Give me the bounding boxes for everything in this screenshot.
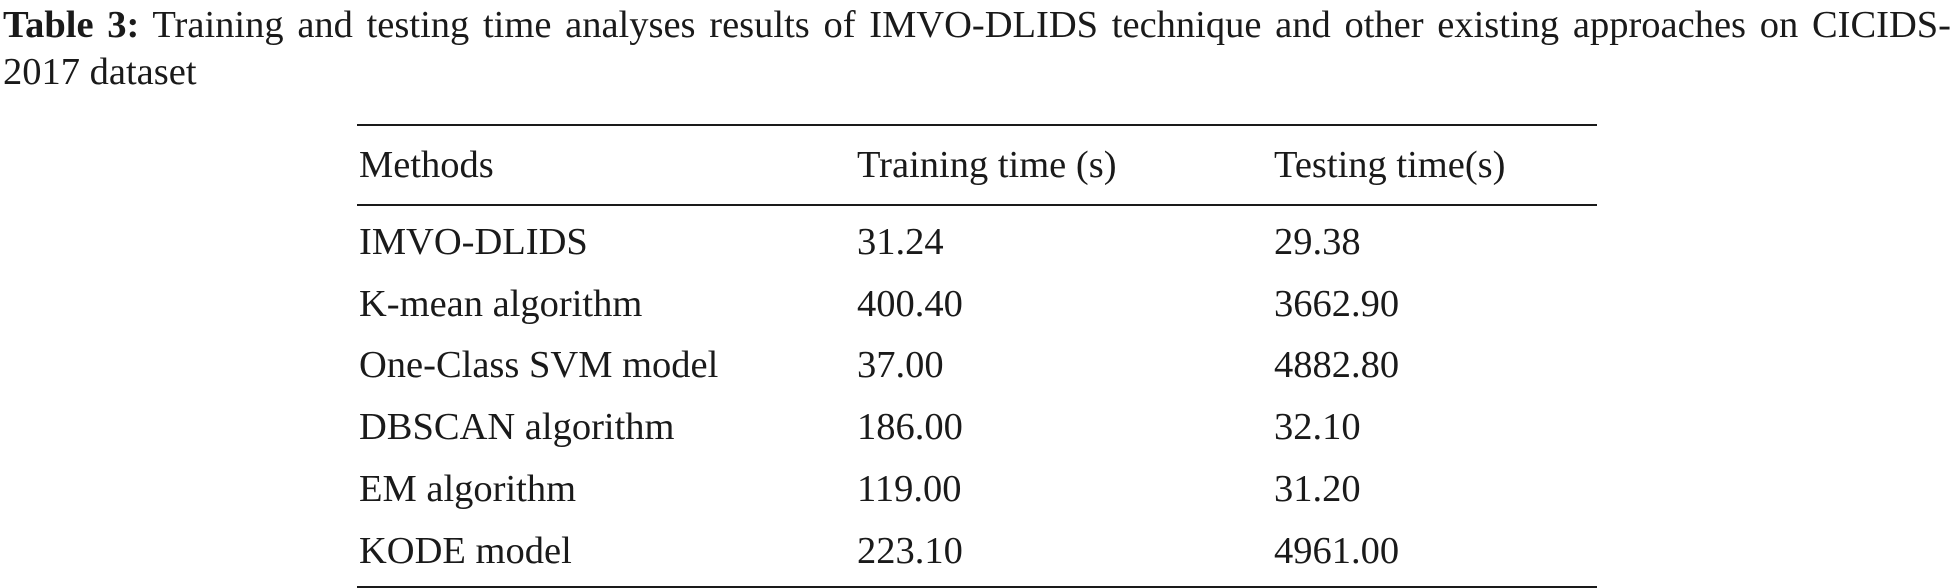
table-header-row: Methods Training time (s) Testing time(s… bbox=[357, 125, 1597, 205]
header-training-time: Training time (s) bbox=[857, 144, 1117, 186]
cell-training-time: 400.40 bbox=[857, 282, 963, 325]
cell-testing-time: 31.20 bbox=[1274, 467, 1361, 510]
results-table: Methods Training time (s) Testing time(s… bbox=[357, 124, 1597, 588]
header-testing-time: Testing time(s) bbox=[1274, 144, 1506, 186]
cell-method: EM algorithm bbox=[359, 467, 577, 510]
cell-training-time: 186.00 bbox=[857, 406, 963, 449]
table-row: EM algorithm 119.00 31.20 bbox=[357, 459, 1597, 521]
cell-training-time: 37.00 bbox=[857, 344, 944, 387]
cell-testing-time: 4882.80 bbox=[1274, 344, 1400, 387]
cell-testing-time: 29.38 bbox=[1274, 221, 1361, 263]
cell-method: IMVO-DLIDS bbox=[359, 221, 588, 263]
cell-method: K-mean algorithm bbox=[359, 282, 643, 325]
cell-testing-time: 4961.00 bbox=[1274, 529, 1400, 572]
caption-label: Table 3: bbox=[3, 4, 140, 46]
cell-training-time: 223.10 bbox=[857, 529, 963, 572]
cell-method: One-Class SVM model bbox=[359, 344, 719, 387]
cell-testing-time: 3662.90 bbox=[1274, 282, 1400, 325]
results-table-container: Methods Training time (s) Testing time(s… bbox=[357, 124, 1597, 588]
header-methods: Methods bbox=[359, 144, 494, 186]
table-row: DBSCAN algorithm 186.00 32.10 bbox=[357, 397, 1597, 459]
table-caption: Table 3: Training and testing time analy… bbox=[3, 2, 1951, 96]
cell-method: DBSCAN algorithm bbox=[359, 406, 675, 449]
cell-training-time: 31.24 bbox=[857, 221, 944, 263]
cell-testing-time: 32.10 bbox=[1274, 406, 1361, 449]
table-row: KODE model 223.10 4961.00 bbox=[357, 521, 1597, 588]
caption-text: Training and testing time analyses resul… bbox=[3, 4, 1951, 93]
table-row: K-mean algorithm 400.40 3662.90 bbox=[357, 274, 1597, 336]
table-row: One-Class SVM model 37.00 4882.80 bbox=[357, 335, 1597, 397]
cell-method: KODE model bbox=[359, 529, 572, 572]
table-row: IMVO-DLIDS 31.24 29.38 bbox=[357, 205, 1597, 274]
cell-training-time: 119.00 bbox=[857, 467, 962, 510]
